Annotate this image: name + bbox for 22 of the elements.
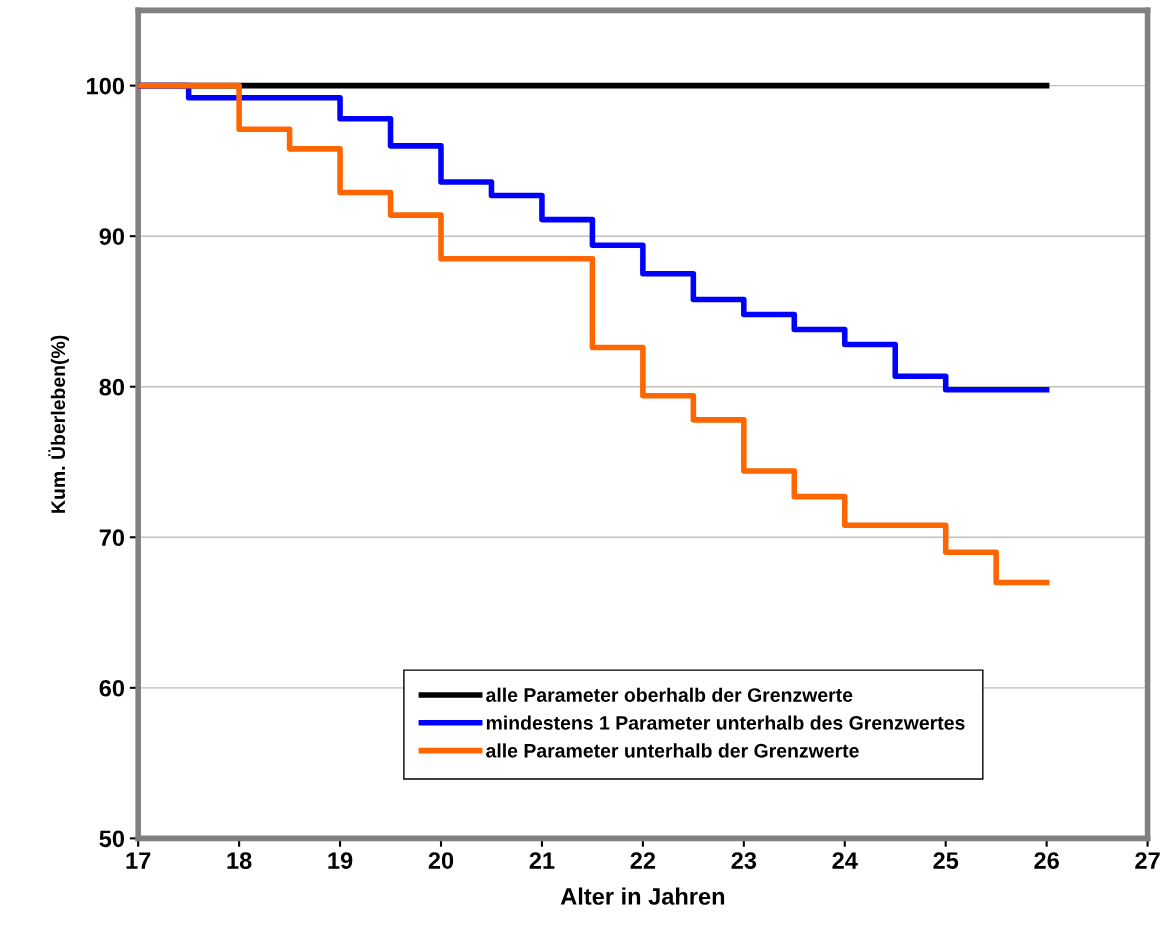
legend-label: alle Parameter unterhalb der Grenzwerte — [486, 743, 859, 758]
legend-label: alle Parameter oberhalb der Grenzwerte — [486, 687, 853, 702]
y-axis-title: Kum. Überleben(%) — [48, 335, 69, 513]
y-tick-label: 70 — [99, 529, 125, 547]
y-tick-label: 60 — [99, 679, 125, 697]
x-tick-label: 24 — [832, 852, 858, 869]
y-tick-label: 80 — [99, 378, 125, 396]
legend-label: mindestens 1 Parameter unterhalb des Grenzwertes — [486, 715, 965, 730]
x-tick-label: 23 — [731, 852, 757, 869]
x-tick-label: 25 — [933, 852, 959, 869]
x-tick-label: 19 — [328, 852, 353, 869]
y-tick-label: 100 — [87, 77, 125, 95]
y-tick-label: 90 — [99, 228, 125, 245]
x-tick-label: 27 — [1135, 852, 1160, 869]
x-tick-label: 17 — [126, 852, 151, 869]
x-tick-label: 20 — [428, 852, 454, 869]
x-tick-label: 26 — [1034, 852, 1059, 869]
x-tick-label: 22 — [630, 852, 656, 869]
x-axis-title: Alter in Jahren — [560, 887, 725, 905]
y-tick-label: 50 — [99, 830, 125, 848]
x-tick-label: 18 — [227, 852, 252, 869]
x-tick-label: 21 — [529, 852, 555, 869]
